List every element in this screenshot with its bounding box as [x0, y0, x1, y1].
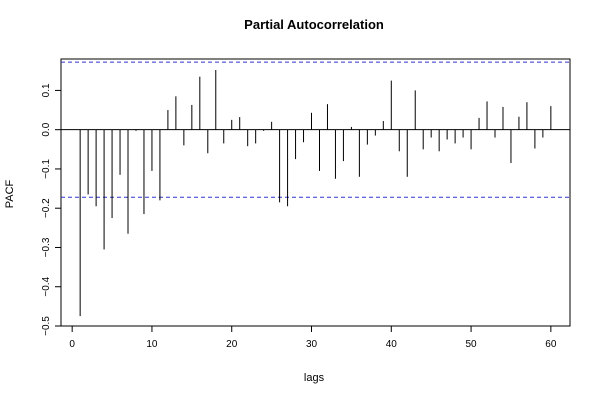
x-tick-label: 30 — [306, 339, 318, 350]
x-tick-label: 60 — [545, 339, 557, 350]
chart-title: Partial Autocorrelation — [244, 17, 384, 32]
x-tick-label: 0 — [69, 339, 75, 350]
y-tick-label: −0.1 — [41, 159, 52, 179]
y-axis-label: PACF — [4, 179, 16, 208]
y-tick-label: 0.1 — [41, 83, 52, 97]
y-tick-label: −0.2 — [41, 198, 52, 218]
y-tick-label: 0.0 — [41, 122, 52, 136]
x-tick-label: 10 — [146, 339, 158, 350]
x-axis-label: lags — [304, 372, 325, 384]
y-tick-label: −0.3 — [41, 237, 52, 257]
x-tick-label: 20 — [226, 339, 238, 350]
y-tick-label: −0.5 — [41, 316, 52, 336]
y-tick-label: −0.4 — [41, 276, 52, 296]
x-axis: 0 10 20 30 40 50 60 — [69, 326, 557, 350]
x-tick-label: 50 — [466, 339, 478, 350]
x-tick-label: 40 — [386, 339, 398, 350]
pacf-bars — [79, 69, 552, 317]
confidence-bounds — [61, 61, 570, 198]
y-axis: −0.5 −0.4 −0.3 −0.2 −0.1 0.0 0.1 — [41, 83, 61, 336]
plot-frame — [60, 58, 571, 327]
